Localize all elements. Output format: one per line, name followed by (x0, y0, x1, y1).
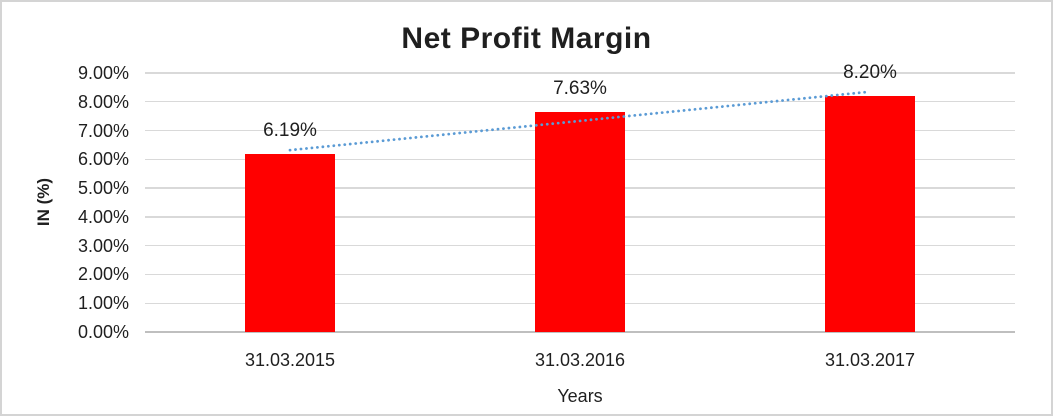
y-tick-label: 2.00% (77, 264, 129, 285)
bar-data-label: 7.63% (553, 78, 607, 100)
y-tick-label: 7.00% (77, 120, 129, 141)
y-tick-label: 0.00% (77, 322, 129, 342)
y-tick-label: 8.00% (77, 91, 129, 112)
gridline (145, 72, 1015, 74)
trendline (288, 90, 872, 152)
x-axis-title: Years (557, 386, 603, 406)
x-tick-label: 31.03.2016 (534, 350, 626, 370)
y-tick-label: 4.00% (77, 206, 129, 227)
bar-data-label: 6.19% (263, 119, 317, 141)
bar-31.03.2016 (535, 112, 625, 332)
gridline (145, 101, 1015, 103)
chart-title: Net Profit Margin (401, 22, 652, 55)
bar-data-label: 8.20% (843, 62, 897, 84)
x-tick-label: 31.03.2017 (824, 350, 916, 370)
y-tick-label: 9.00% (77, 63, 129, 83)
y-tick-label: 1.00% (77, 293, 129, 314)
y-tick-label: 6.00% (77, 149, 129, 170)
plot-area: 6.19% 7.63% 8.20% (145, 63, 1015, 333)
bar-31.03.2017 (825, 96, 915, 332)
y-tick-label: 3.00% (77, 235, 129, 256)
y-tick-label: 5.00% (77, 178, 129, 199)
bar-31.03.2015 (245, 153, 335, 332)
x-tick-label: 31.03.2015 (244, 350, 336, 370)
